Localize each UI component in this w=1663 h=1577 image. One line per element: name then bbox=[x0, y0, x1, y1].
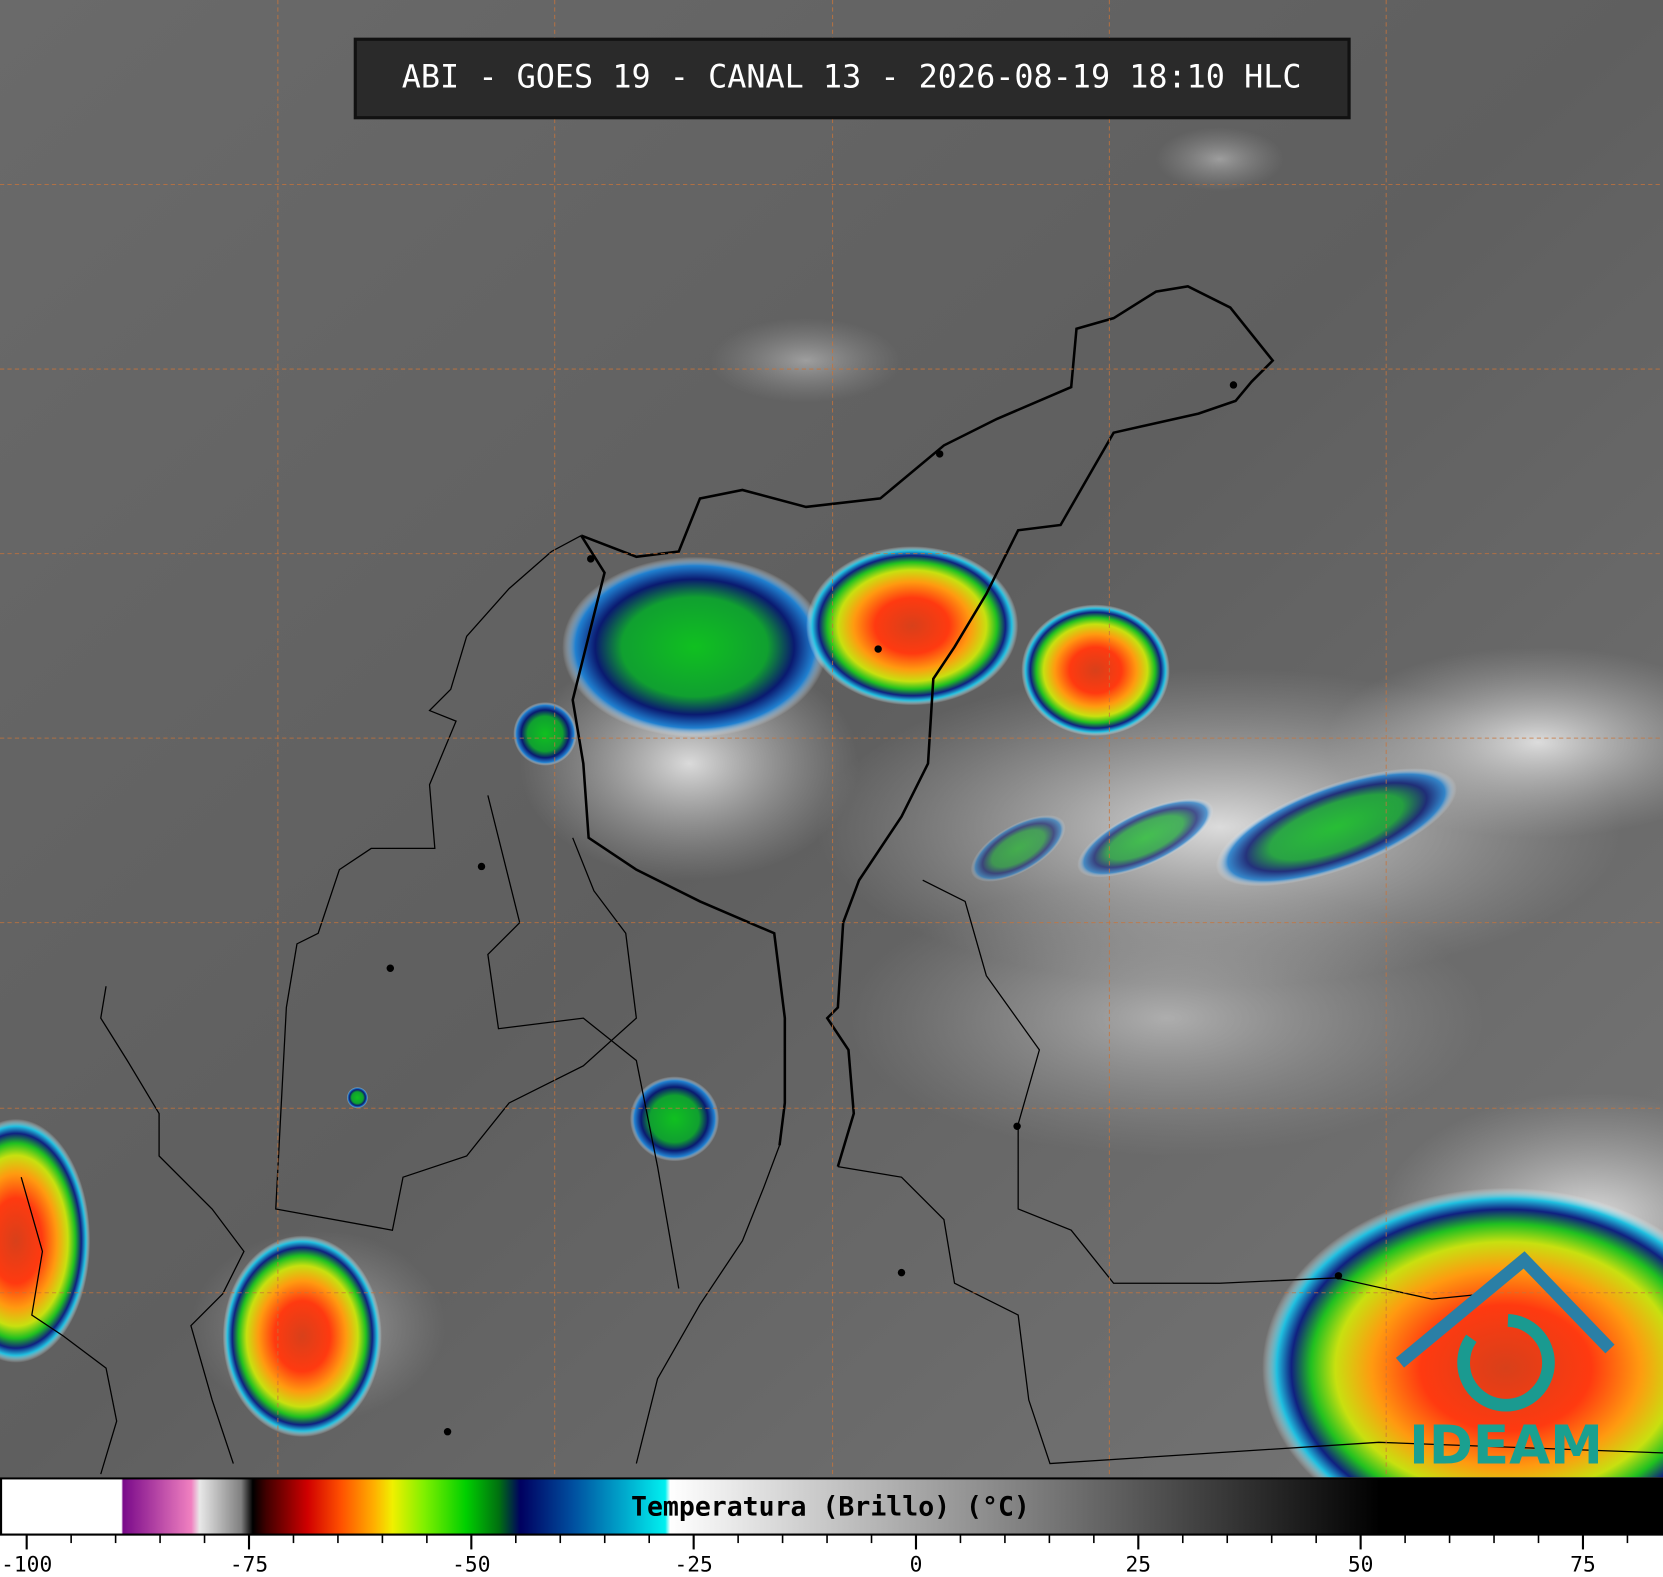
title: ABI - GOES 19 - CANAL 13 - 2026-08-19 18… bbox=[402, 57, 1302, 95]
tick-label: -100 bbox=[1, 1552, 52, 1577]
logo-roof bbox=[1395, 1251, 1615, 1368]
tick-label: 25 bbox=[1126, 1552, 1152, 1577]
tick-label: 0 bbox=[910, 1552, 923, 1577]
tick-label: 50 bbox=[1348, 1552, 1374, 1577]
title-box bbox=[353, 37, 1351, 120]
colorbar-ticks: -100 -75 -50 -25 0 25 50 75 bbox=[1, 1534, 1629, 1577]
borders bbox=[20, 285, 1663, 1475]
tick-label: -25 bbox=[675, 1552, 713, 1577]
tick-label: -75 bbox=[230, 1552, 268, 1577]
city-dots bbox=[386, 381, 1343, 1436]
colorbar-label: Temperatura (Brillo) (°C) bbox=[631, 1492, 1030, 1523]
tick-label: -50 bbox=[452, 1552, 490, 1577]
logo-swirl bbox=[1457, 1313, 1555, 1412]
logo: IDEAM bbox=[1395, 1251, 1615, 1477]
convective-cells bbox=[0, 546, 1663, 1549]
tick-label: 75 bbox=[1570, 1552, 1596, 1577]
lat-lon-grid bbox=[0, 0, 1663, 1478]
colorbar bbox=[0, 1477, 1663, 1536]
logo-text: IDEAM bbox=[1409, 1415, 1603, 1477]
